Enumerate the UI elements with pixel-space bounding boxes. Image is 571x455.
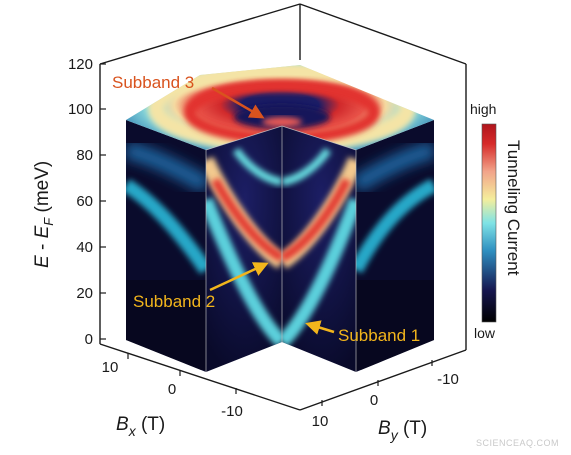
z-tick-label: 20 — [76, 285, 93, 302]
z-tick-label: 0 — [85, 331, 93, 348]
z-tick-label: 100 — [68, 101, 93, 118]
z-tick-label: 80 — [76, 147, 93, 164]
z-axis-tick-labels: 0 20 40 60 80 100 120 — [68, 56, 93, 348]
bx-axis-ticks — [127, 353, 237, 394]
by-axis-ticks — [321, 360, 433, 406]
colorbar-title: Tunneling Current — [504, 140, 523, 276]
by-tick-label: 10 — [312, 413, 329, 430]
by-tick-label: 0 — [370, 392, 378, 409]
z-tick-label: 40 — [76, 239, 93, 256]
subband-2-label: Subband 2 — [133, 292, 215, 311]
front-left-face-map — [206, 126, 282, 372]
subband-3-label: Subband 3 — [112, 73, 194, 92]
subband-2-annotation: Subband 2 — [133, 262, 269, 311]
bx-tick-label: 0 — [168, 381, 176, 398]
by-axis-title: By (T) — [378, 418, 427, 443]
subband-1-annotation: Subband 1 — [305, 320, 420, 345]
bx-axis-title: Bx (T) — [116, 414, 165, 439]
by-tick-label: -10 — [437, 371, 459, 388]
colorbar: high low Tunneling Current — [470, 101, 523, 341]
z-axis-ticks — [100, 63, 106, 340]
subband-1-label: Subband 1 — [338, 326, 420, 345]
colorbar-high-label: high — [470, 101, 496, 117]
z-tick-label: 120 — [68, 56, 93, 73]
right-wall-map — [356, 120, 434, 372]
watermark: SCIENCEAQ.COM — [476, 438, 559, 448]
left-wall-map — [126, 120, 206, 372]
subband-3-annotation: Subband 3 — [112, 73, 265, 119]
box-frame — [99, 3, 467, 411]
front-right-face-map — [282, 126, 356, 372]
cube-edges — [205, 125, 357, 372]
colorbar-low-label: low — [474, 325, 496, 341]
bx-tick-label: -10 — [221, 403, 243, 420]
z-axis-title: E - EF (meV) — [32, 161, 56, 268]
bx-tick-label: 10 — [102, 359, 119, 376]
z-tick-label: 60 — [76, 193, 93, 210]
